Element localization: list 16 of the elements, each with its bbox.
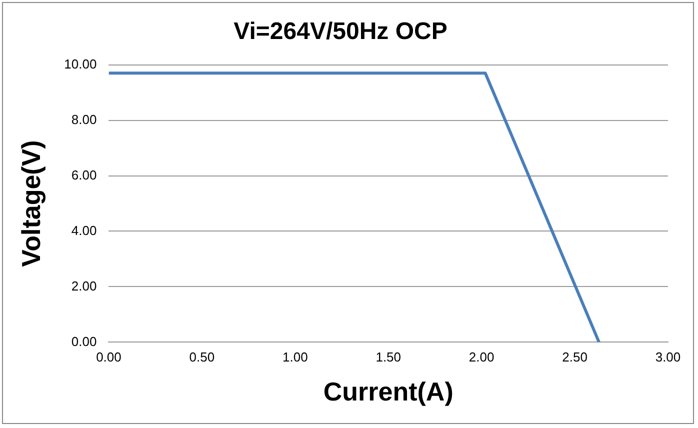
x-tick-label: 2.00 [468,350,494,365]
y-tick-label: 6.00 [71,167,97,182]
x-axis-title: Current(A) [323,376,454,407]
y-axis-title: Voltage(V) [16,140,46,267]
x-tick-label: 1.50 [376,350,402,365]
x-tick-label: 3.00 [655,350,681,365]
x-tick-label: 0.00 [96,350,122,365]
y-tick-label: 10.00 [64,56,97,72]
x-tick-label: 2.50 [562,350,588,365]
y-tick-label: 8.00 [71,112,97,127]
y-tick-label: 0.00 [71,334,97,349]
y-tick-label: 4.00 [71,222,97,238]
x-tick-label: 1.00 [282,350,308,365]
y-tick-label: 2.00 [71,278,97,294]
x-tick-label: 0.50 [189,350,215,365]
chart-title: Vi=264V/50Hz OCP [234,18,448,46]
